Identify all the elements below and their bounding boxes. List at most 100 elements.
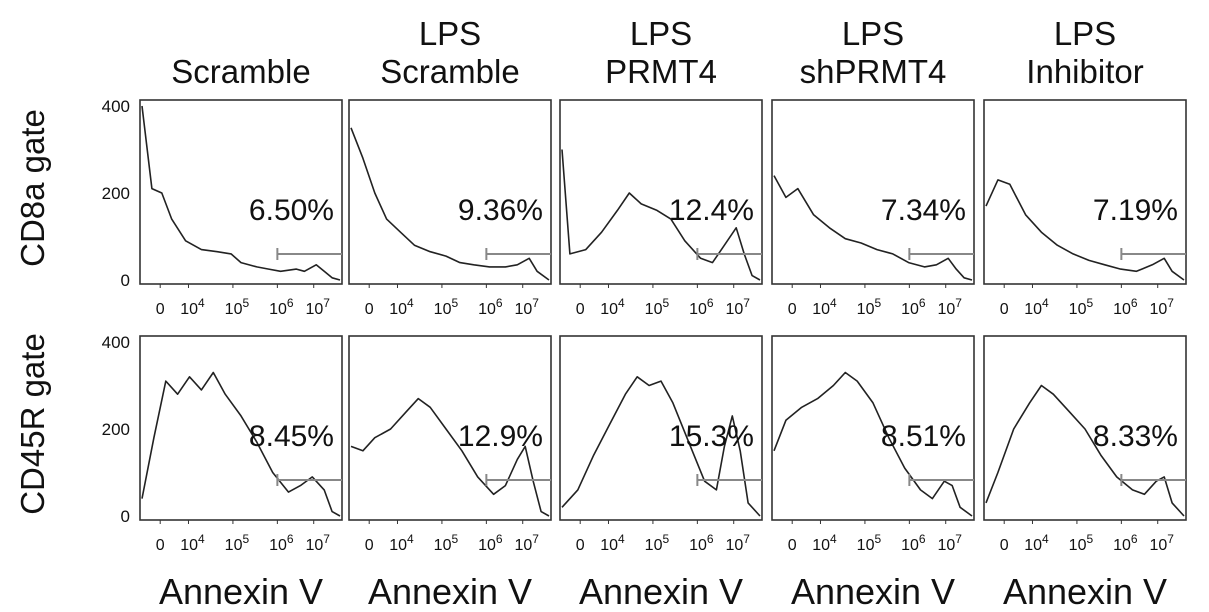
x-axis-label: Annexin V [791,571,955,612]
x-tick-base: 10 [514,301,532,318]
x-tick-base: 10 [689,537,707,554]
y-tick-label: 200 [102,420,130,439]
x-tick-base: 10 [901,301,919,318]
x-tick-base: 10 [725,301,743,318]
histogram-curve [350,127,550,281]
x-tick-exponent: 5 [874,296,881,310]
x-tick-exponent: 6 [707,296,714,310]
column-title: LPS PRMT4 [605,15,717,90]
x-tick-exponent: 7 [955,296,962,310]
x-tick-base: 10 [645,537,663,554]
x-tick-label: 0 [1000,301,1009,318]
x-tick-label: 107 [937,296,962,318]
x-tick-label: 106 [478,532,503,554]
column-title-line: Scramble [380,53,519,90]
x-tick-label: 104 [180,532,205,554]
x-tick-base: 10 [478,301,496,318]
x-tick-label: 104 [389,296,414,318]
gate-percent-label: 7.34% [881,194,966,227]
x-tick-base: 10 [1024,537,1042,554]
x-tick-exponent: 4 [198,296,205,310]
x-tick-label: 104 [1024,296,1049,318]
histogram-panel: 12.9%0 104 105 106 107 [348,335,552,554]
x-tick-label: 106 [901,532,926,554]
x-tick-label: 107 [1149,532,1174,554]
x-tick-exponent: 6 [496,296,503,310]
column-title-line: LPS [630,15,692,52]
row-label: CD8a gate [14,109,51,267]
x-tick-label: 105 [645,296,670,318]
x-tick-exponent: 6 [919,532,926,546]
panel-frame [559,335,763,521]
gate-percent-label: 12.4% [669,194,754,227]
column-title-line: shPRMT4 [800,53,947,90]
x-tick-base: 10 [1069,301,1087,318]
x-tick-base: 10 [600,537,618,554]
column-title-line: LPS [419,15,481,52]
x-tick-label: 106 [269,532,294,554]
x-axis-label: Annexin V [579,571,743,612]
x-tick-label: 0 [788,537,797,554]
x-tick-label: 105 [857,296,882,318]
x-tick-label: 104 [812,296,837,318]
x-tick-label: 107 [725,532,750,554]
histogram-panel: 8.33%0 104 105 106 107 [983,335,1187,554]
histogram-curve [985,179,1185,281]
x-tick-exponent: 7 [323,532,330,546]
x-tick-exponent: 6 [1131,532,1138,546]
x-tick-base: 10 [937,301,955,318]
x-tick-base: 10 [514,537,532,554]
x-tick-exponent: 6 [496,532,503,546]
x-tick-base: 10 [1149,301,1167,318]
x-tick-label: 106 [1113,532,1138,554]
x-tick-base: 10 [600,301,618,318]
panel-frame [983,335,1187,521]
x-tick-base: 10 [645,301,663,318]
x-tick-base: 10 [901,537,919,554]
x-tick-label: 107 [937,532,962,554]
panel-frame [348,99,552,285]
x-tick-exponent: 5 [242,532,249,546]
x-tick-label: 106 [689,532,714,554]
x-tick-label: 104 [600,296,625,318]
x-tick-label: 105 [434,532,459,554]
x-axis-label: Annexin V [1003,571,1167,612]
x-tick-exponent: 5 [451,532,458,546]
histogram-curve [350,397,550,517]
gate-percent-label: 8.45% [249,420,334,453]
x-tick-label: 104 [600,532,625,554]
x-tick-exponent: 4 [198,532,205,546]
gate-percent-label: 9.36% [458,194,543,227]
x-tick-base: 10 [269,537,287,554]
x-tick-base: 10 [937,537,955,554]
x-tick-base: 10 [434,537,452,554]
x-tick-label: 105 [434,296,459,318]
x-tick-label: 0 [156,301,165,318]
column-title-line: Scramble [171,53,310,90]
x-tick-label: 105 [1069,296,1094,318]
x-tick-label: 106 [478,296,503,318]
column-title: LPS shPRMT4 [800,15,947,90]
x-tick-exponent: 5 [451,296,458,310]
histogram-curve [561,149,761,281]
x-tick-label: 104 [180,296,205,318]
y-tick-label: 400 [102,333,130,352]
histogram-panel: 7.34%0 104 105 106 107 [771,99,975,318]
x-tick-exponent: 7 [532,532,539,546]
x-axis-label: Annexin V [159,571,323,612]
x-tick-base: 10 [389,537,407,554]
x-tick-label: 0 [576,301,585,318]
histogram-panel: 8.51%0 104 105 106 107 [771,335,975,554]
x-tick-exponent: 4 [618,532,625,546]
x-tick-base: 10 [180,537,198,554]
column-title: LPS Inhibitor [1026,15,1143,90]
x-tick-label: 106 [1113,296,1138,318]
x-tick-base: 10 [225,537,243,554]
panel-frame [771,335,975,521]
x-tick-base: 10 [1069,537,1087,554]
x-tick-label: 0 [788,301,797,318]
x-tick-exponent: 6 [287,532,294,546]
x-tick-label: 107 [1149,296,1174,318]
